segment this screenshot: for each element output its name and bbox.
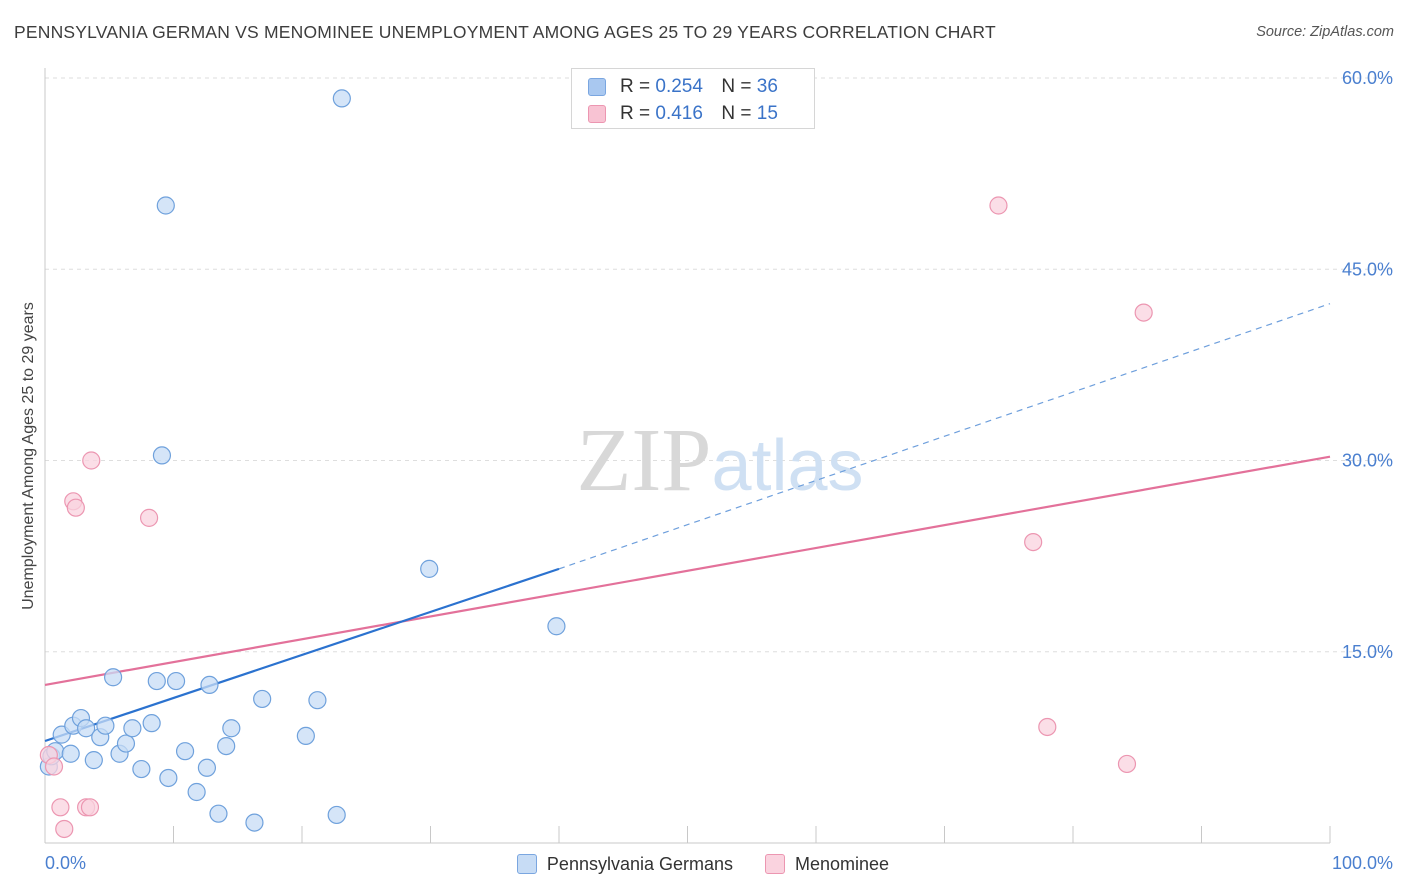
- x-tick-label-max: 100.0%: [1332, 853, 1393, 873]
- menominee-point-12: [1038, 717, 1057, 737]
- pennsylvania-point-11: [104, 668, 123, 687]
- pennsylvania-point-4: [61, 744, 80, 763]
- legend-r-label: R =: [620, 76, 651, 97]
- legend-label-menominee: Menominee: [795, 853, 890, 874]
- y-tick-label-45: 45.0%: [1342, 259, 1393, 279]
- gridlines: [45, 77, 1392, 653]
- watermark-atlas: atlas: [711, 426, 863, 506]
- menominee-point-2: [51, 798, 70, 817]
- y-tick-label-15: 15.0%: [1342, 642, 1393, 662]
- pennsylvania-point-22: [197, 758, 217, 777]
- trend-line-pennsylvania-germans: [44, 567, 560, 743]
- pennsylvania-point-35: [156, 196, 175, 215]
- pennsylvania-point-15: [132, 759, 151, 779]
- pennsylvania-point-25: [217, 736, 236, 756]
- pennsylvania-point-19: [166, 671, 186, 691]
- pennsylvania-point-33: [547, 617, 566, 636]
- x-tick-label-min: 0.0%: [45, 853, 86, 873]
- legend-item-pennsylvania-germans: Pennsylvania Germans: [516, 853, 734, 875]
- legend-row-menominee: R = 0.416 N = 15: [588, 101, 778, 127]
- legend-swatch-pennsylvania-germans: [516, 854, 537, 874]
- axes: [44, 68, 1331, 844]
- pennsylvania-point-28: [253, 689, 272, 709]
- menominee-point-10: [989, 196, 1008, 215]
- legend-label-pennsylvania-germans: Pennsylvania Germans: [546, 853, 734, 874]
- menominee-point-11: [1024, 532, 1043, 552]
- pennsylvania-point-36: [332, 89, 351, 108]
- menominee-point-14: [1134, 303, 1153, 322]
- legend-n-label: N =: [721, 76, 752, 97]
- pennsylvania-point-27: [245, 813, 264, 832]
- pennsylvania-point-8: [84, 751, 103, 770]
- pennsylvania-point-29: [296, 726, 315, 746]
- pennsylvania-point-31: [327, 805, 346, 825]
- pennsylvania-point-17: [147, 671, 166, 691]
- tick-labels: 15.0% 30.0% 45.0% 60.0% 0.0% 100.0%: [45, 68, 1393, 873]
- pennsylvania-point-26: [222, 719, 241, 738]
- trend-extension-pennsylvania-germans: [558, 303, 1331, 570]
- legend-swatch-menominee-bottom: [765, 854, 786, 874]
- legend-r-value: 0.416: [655, 103, 703, 124]
- legend-item-menominee: Menominee: [765, 854, 889, 875]
- menominee-point-3: [55, 819, 74, 839]
- source-label: Source: ZipAtlas.com: [1256, 24, 1394, 40]
- correlation-legend: R = 0.254 N = 36 R = 0.416 N = 15: [571, 68, 815, 129]
- pennsylvania-point-32: [420, 559, 439, 578]
- legend-row-pennsylvania: R = 0.254 N = 36: [588, 74, 778, 100]
- menominee-point-8: [82, 451, 101, 470]
- legend-n-label: N =: [721, 103, 752, 124]
- pennsylvania-point-24: [209, 804, 228, 823]
- pennsylvania-point-14: [123, 719, 142, 738]
- pennsylvania-point-10: [96, 716, 115, 735]
- pennsylvania-point-30: [308, 691, 327, 710]
- pennsylvania-point-34: [152, 446, 172, 465]
- series-legend: Pennsylvania Germans Menominee: [0, 851, 1406, 877]
- menominee-point-7: [80, 798, 100, 817]
- pennsylvania-point-23: [200, 675, 219, 695]
- legend-r-value: 0.254: [655, 76, 703, 97]
- y-tick-label-60: 60.0%: [1342, 68, 1393, 88]
- watermark-zip: ZIP: [576, 411, 711, 510]
- pennsylvania-point-13: [116, 734, 136, 753]
- watermark: ZIPatlas: [576, 411, 863, 510]
- pennsylvania-point-7: [77, 719, 96, 738]
- legend-n-value: 15: [756, 103, 778, 124]
- menominee-point-1: [44, 757, 64, 776]
- legend-n-value: 36: [756, 76, 778, 97]
- pennsylvania-point-21: [187, 782, 206, 802]
- y-tick-label-30: 30.0%: [1342, 451, 1393, 471]
- data-points: [39, 89, 1153, 839]
- pennsylvania-point-18: [159, 768, 178, 788]
- menominee-point-9: [139, 508, 159, 527]
- legend-swatch-pennsylvania: [588, 78, 606, 96]
- trend-lines: [44, 303, 1331, 743]
- chart-title: PENNSYLVANIA GERMAN VS MENOMINEE UNEMPLO…: [14, 22, 996, 42]
- pennsylvania-point-16: [142, 714, 161, 733]
- trend-line-menominee: [44, 455, 1331, 686]
- legend-r-label: R =: [620, 103, 651, 124]
- menominee-point-13: [1117, 754, 1137, 774]
- pennsylvania-point-20: [175, 742, 195, 761]
- menominee-point-5: [66, 498, 85, 517]
- legend-swatch-menominee: [588, 105, 606, 123]
